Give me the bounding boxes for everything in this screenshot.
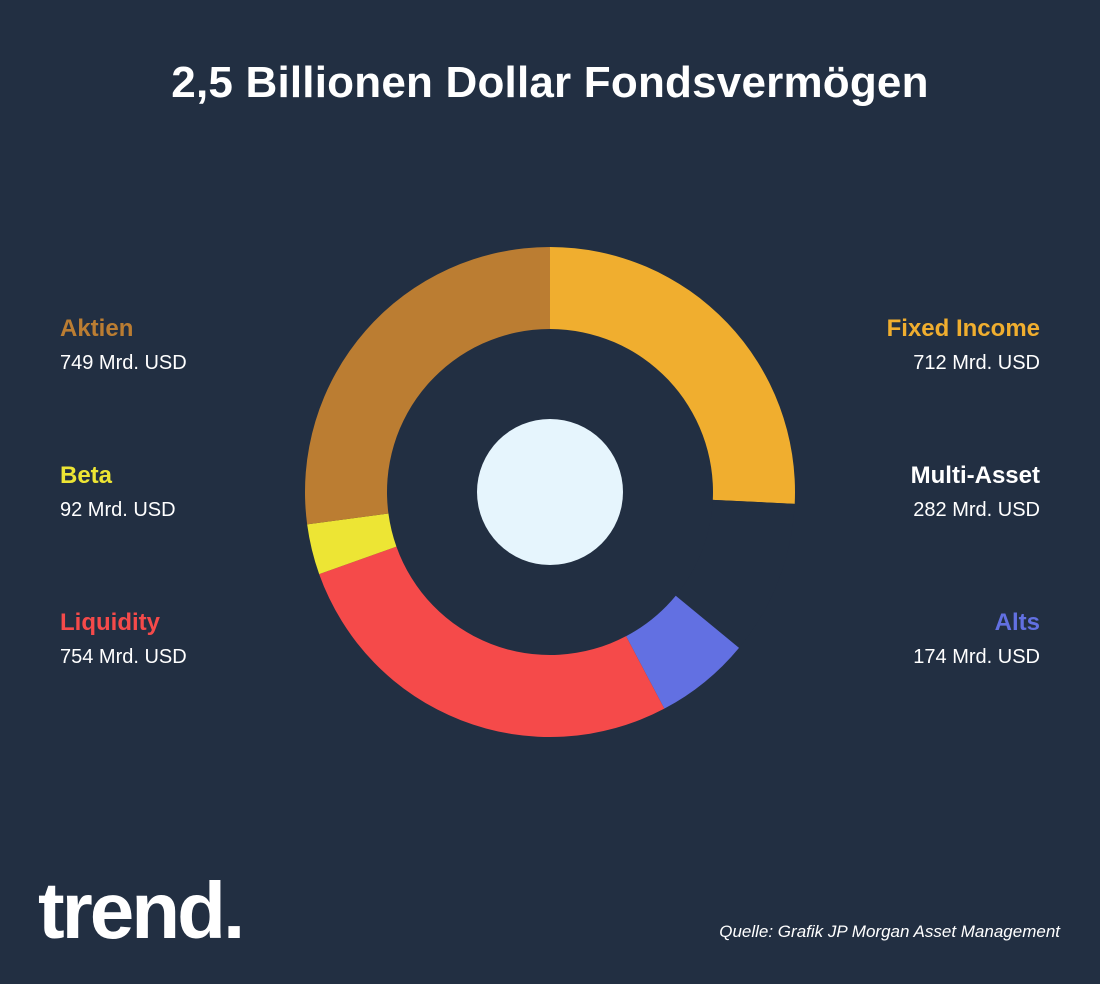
donut-slice-aktien [305,247,550,525]
trend-logo: trend. [38,866,245,955]
legend-fixed-income: Fixed Income 712 Mrd. USD [780,314,1040,376]
legend-label-aktien: Aktien [60,315,134,342]
legend-aktien: Aktien 749 Mrd. USD [60,314,320,376]
donut-slice-alts [626,595,740,709]
legend-label-fixed-income: Fixed Income [886,315,1040,342]
donut-slice-beta [307,513,397,575]
donut-center-circle [477,419,623,565]
legend-label-multi-asset: Multi-Asset [910,462,1040,489]
donut-slice-liquidity [319,546,665,737]
donut-slice-multi-asset [675,499,795,648]
legend-liquidity: Liquidity 754 Mrd. USD [60,608,320,670]
source-note: Quelle: Grafik JP Morgan Asset Managemen… [719,922,1060,941]
legend-label-beta: Beta [60,462,113,489]
legend-multi-asset: Multi-Asset 282 Mrd. USD [780,461,1040,523]
legend-value-liquidity: 754 Mrd. USD [60,646,187,668]
legend-beta: Beta 92 Mrd. USD [60,461,320,523]
legend-value-beta: 92 Mrd. USD [60,499,176,521]
legend-value-fixed-income: 712 Mrd. USD [913,352,1040,374]
legend-value-aktien: 749 Mrd. USD [60,352,187,374]
legend-value-multi-asset: 282 Mrd. USD [913,499,1040,521]
donut-slice-fixed-income [550,247,795,504]
chart-title: 2,5 Billionen Dollar Fondsvermögen [171,58,929,107]
legend-label-alts: Alts [994,609,1040,636]
legend-alts: Alts 174 Mrd. USD [780,608,1040,670]
legend-value-alts: 174 Mrd. USD [913,646,1040,668]
legend-label-liquidity: Liquidity [60,609,160,636]
